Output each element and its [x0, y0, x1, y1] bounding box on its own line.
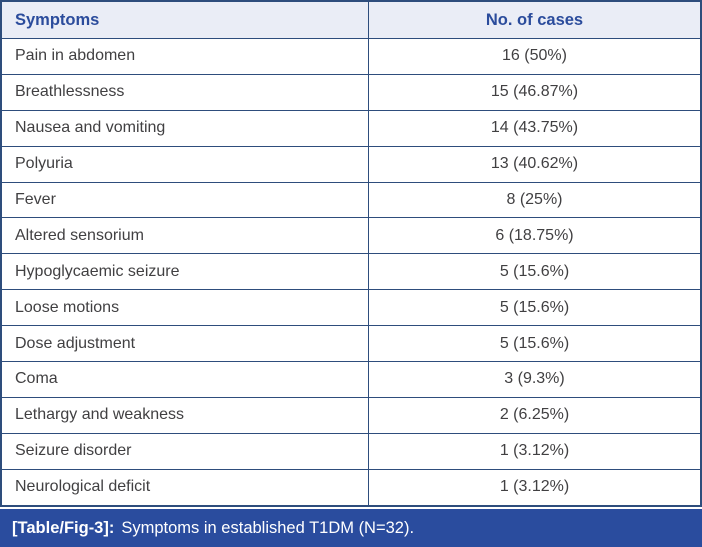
table-row: Nausea and vomiting 14 (43.75%)	[0, 109, 702, 147]
table-body: Pain in abdomen 16 (50%) Breathlessness 15 …	[0, 38, 702, 507]
symptom-cell: Seizure disorder	[0, 432, 369, 470]
caption-label: [Table/Fig-3]:	[12, 518, 115, 537]
cases-cell: 8 (25%)	[368, 181, 702, 219]
cases-cell: 15 (46.87%)	[368, 73, 702, 111]
table-row: Polyuria 13 (40.62%)	[0, 145, 702, 183]
table-row: Lethargy and weakness 2 (6.25%)	[0, 396, 702, 434]
table-row: Loose motions 5 (15.6%)	[0, 289, 702, 327]
symptom-cell: Altered sensorium	[0, 217, 369, 255]
cases-cell: 5 (15.6%)	[368, 325, 702, 363]
caption-text: Symptoms in established T1DM (N=32).	[121, 518, 415, 537]
symptom-cell: Loose motions	[0, 289, 369, 327]
table-row: Coma 3 (9.3%)	[0, 361, 702, 398]
header-row: Symptoms No. of cases	[0, 0, 702, 39]
cases-cell: 6 (18.75%)	[368, 217, 702, 255]
table-row: Seizure disorder 1 (3.12%)	[0, 432, 702, 470]
table-row: Pain in abdomen 16 (50%)	[0, 38, 702, 75]
column-header-cases: No. of cases	[368, 0, 702, 39]
cases-cell: 1 (3.12%)	[368, 468, 702, 507]
cases-cell: 3 (9.3%)	[368, 361, 702, 398]
table-row: Fever 8 (25%)	[0, 181, 702, 219]
symptom-cell: Pain in abdomen	[0, 38, 369, 75]
cases-cell: 16 (50%)	[368, 38, 702, 75]
cases-cell: 14 (43.75%)	[368, 109, 702, 147]
table-row: Altered sensorium 6 (18.75%)	[0, 217, 702, 255]
cases-cell: 2 (6.25%)	[368, 396, 702, 434]
symptom-cell: Coma	[0, 361, 369, 398]
symptoms-table: Symptoms No. of cases Pain in abdomen 16 …	[0, 0, 702, 507]
symptom-cell: Neurological deficit	[0, 468, 369, 507]
cases-cell: 5 (15.6%)	[368, 253, 702, 291]
column-header-symptoms: Symptoms	[0, 0, 369, 39]
table-row: Hypoglycaemic seizure 5 (15.6%)	[0, 253, 702, 291]
table-row: Breathlessness 15 (46.87%)	[0, 73, 702, 111]
caption-bar: [Table/Fig-3]: Symptoms in established T…	[0, 509, 702, 547]
symptom-cell: Fever	[0, 181, 369, 219]
table-row: Neurological deficit 1 (3.12%)	[0, 468, 702, 507]
symptom-cell: Dose adjustment	[0, 325, 369, 363]
symptom-cell: Breathlessness	[0, 73, 369, 111]
symptom-cell: Nausea and vomiting	[0, 109, 369, 147]
cases-cell: 13 (40.62%)	[368, 145, 702, 183]
symptom-cell: Polyuria	[0, 145, 369, 183]
cases-cell: 1 (3.12%)	[368, 432, 702, 470]
table-row: Dose adjustment 5 (15.6%)	[0, 325, 702, 363]
symptom-cell: Hypoglycaemic seizure	[0, 253, 369, 291]
symptom-cell: Lethargy and weakness	[0, 396, 369, 434]
cases-cell: 5 (15.6%)	[368, 289, 702, 327]
